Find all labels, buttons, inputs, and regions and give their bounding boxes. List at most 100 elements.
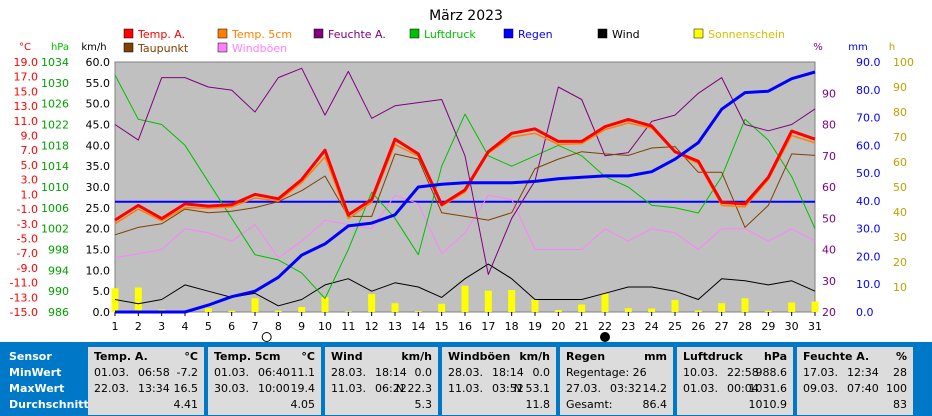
- sun-bar: [391, 303, 399, 312]
- axis-units: °C hPa km/h % mm h: [19, 42, 895, 53]
- tick-left-1: 998: [48, 244, 69, 257]
- x-tick-label: 1: [112, 320, 119, 333]
- stats-cell-time: 18:14: [492, 366, 524, 379]
- sun-bar: [414, 311, 422, 312]
- legend-label-4: Regen: [518, 28, 553, 41]
- sun-bar: [508, 290, 516, 312]
- stats-column: Wind km/h 28.03. 18:14 0.0 11.03. 06:22 N 22.3 5…: [325, 347, 438, 415]
- stats-column-title: Feuchte A.: [803, 350, 870, 363]
- tick-left-1: 994: [48, 264, 69, 277]
- stats-column-title: Regen: [566, 350, 606, 363]
- stats-cell-time: 12:34: [847, 366, 879, 379]
- tick-right-2: 50: [893, 181, 907, 194]
- tick-left-1: 1002: [41, 223, 69, 236]
- tick-right-0: 50: [822, 212, 836, 225]
- stats-cell-time: 18:14: [375, 366, 407, 379]
- tick-right-1: 60.0: [856, 139, 881, 152]
- tick-left-0: -15.0: [10, 306, 38, 319]
- tick-left-0: -9.0: [17, 262, 38, 275]
- stats-column: Windböen km/h 28.03. 18:14 0.0 11.03. 03:52 N 5…: [442, 347, 556, 415]
- chart-title: März 2023: [429, 8, 503, 24]
- stats-column: Regen mm Regentage: 26 27.03. 03:32 14.2 Gesam…: [560, 347, 673, 415]
- unit-wind: km/h: [81, 42, 106, 53]
- stats-cell-time: 13:34: [138, 382, 170, 395]
- unit-humidity: %: [813, 42, 823, 53]
- sun-bar: [624, 308, 632, 312]
- sun-bar: [811, 301, 819, 312]
- stats-cell-value: 988.6: [755, 366, 788, 379]
- tick-right-1: 10.0: [856, 278, 881, 291]
- stats-cell-date: 10.03.: [683, 366, 718, 379]
- tick-right-0: 20: [822, 306, 836, 319]
- sun-bar: [274, 310, 282, 312]
- unit-sun: h: [889, 42, 895, 53]
- x-tick-label: 23: [621, 320, 635, 333]
- stats-column: Feuchte A.% 17.03. 12:34 28 09.03. 07:40 100 83: [797, 347, 913, 415]
- tick-left-0: -1.0: [17, 203, 38, 216]
- tick-right-1: 30.0: [856, 223, 881, 236]
- tick-right-2: 60: [893, 156, 907, 169]
- sun-bar: [601, 293, 609, 312]
- tick-right-1: 70.0: [856, 112, 881, 125]
- sun-bar: [764, 310, 772, 312]
- sun-bar: [718, 303, 726, 312]
- x-tick-label: 11: [341, 320, 355, 333]
- tick-left-1: 990: [48, 285, 69, 298]
- tick-left-2: 45.0: [86, 119, 111, 132]
- stats-cell-value: 100: [886, 382, 907, 395]
- legend-label-8: Windböen: [232, 42, 287, 55]
- label-avg: Durchschnitt: [9, 398, 89, 411]
- stats-cell-value: 28: [893, 366, 907, 379]
- tick-left-0: 11.0: [14, 115, 39, 128]
- legend-label-5: Wind: [612, 28, 640, 41]
- stats-cell-value: 86.4: [642, 398, 668, 411]
- stats-cell-time: 06:22: [375, 382, 407, 395]
- unit-rain: mm: [848, 42, 867, 53]
- sun-bar: [134, 287, 142, 312]
- series-windboeen: [114, 194, 816, 259]
- series-luftdruck: [114, 74, 816, 299]
- sun-bar: [531, 299, 539, 312]
- stats-cell-date: 22.03.: [94, 382, 129, 395]
- stats-column: Temp. 5cm °C 01.03. 06:40 -11.1 30.03. 10:00 19…: [208, 347, 321, 415]
- sun-bar: [648, 308, 656, 312]
- tick-right-2: 80: [893, 106, 907, 119]
- stats-column-unit: %: [895, 350, 907, 363]
- tick-right-0: 70: [822, 150, 836, 163]
- stats-column-title: Windböen: [448, 350, 511, 363]
- sun-bar: [111, 288, 119, 312]
- tick-left-1: 1010: [41, 181, 69, 194]
- sun-bar: [694, 310, 702, 312]
- stats-column-unit: km/h: [519, 350, 550, 363]
- x-tick-label: 20: [551, 320, 565, 333]
- tick-left-0: 13.0: [14, 100, 39, 113]
- tick-left-2: 35.0: [86, 160, 111, 173]
- tick-left-1: 1026: [41, 98, 69, 111]
- x-tick-label: 12: [365, 320, 379, 333]
- tick-right-1: 20.0: [856, 250, 881, 263]
- tick-right-0: 30: [822, 275, 836, 288]
- tick-right-0: 40: [822, 244, 836, 257]
- sun-bar: [438, 303, 446, 312]
- stats-cell-time: 03:32: [610, 382, 642, 395]
- sun-bar: [578, 304, 586, 312]
- x-tick-label: 28: [738, 320, 752, 333]
- stats-cell-time: 10:00: [258, 382, 290, 395]
- stats-column-title: Temp. A.: [94, 350, 148, 363]
- stats-cell-time: 03:52: [492, 382, 524, 395]
- tick-right-0: 90: [822, 87, 836, 100]
- x-tick-label: 19: [528, 320, 542, 333]
- stats-cell-date: 28.03.: [331, 366, 366, 379]
- x-tick-label: 26: [691, 320, 705, 333]
- tick-left-2: 10.0: [86, 264, 111, 277]
- legend-label-7: Taupunkt: [137, 42, 189, 55]
- tick-right-2: 90: [893, 81, 907, 94]
- stats-cell-value: -11.1: [286, 366, 315, 379]
- stats-cell-date: 11.03.: [448, 382, 483, 395]
- stats-cell-time: 07:40: [847, 382, 879, 395]
- x-tick-label: 8: [275, 320, 282, 333]
- tick-right-1: 50.0: [856, 167, 881, 180]
- stats-cell-date: 09.03.: [803, 382, 838, 395]
- tick-right-2: 20: [893, 256, 907, 269]
- x-tick-label: 7: [252, 320, 259, 333]
